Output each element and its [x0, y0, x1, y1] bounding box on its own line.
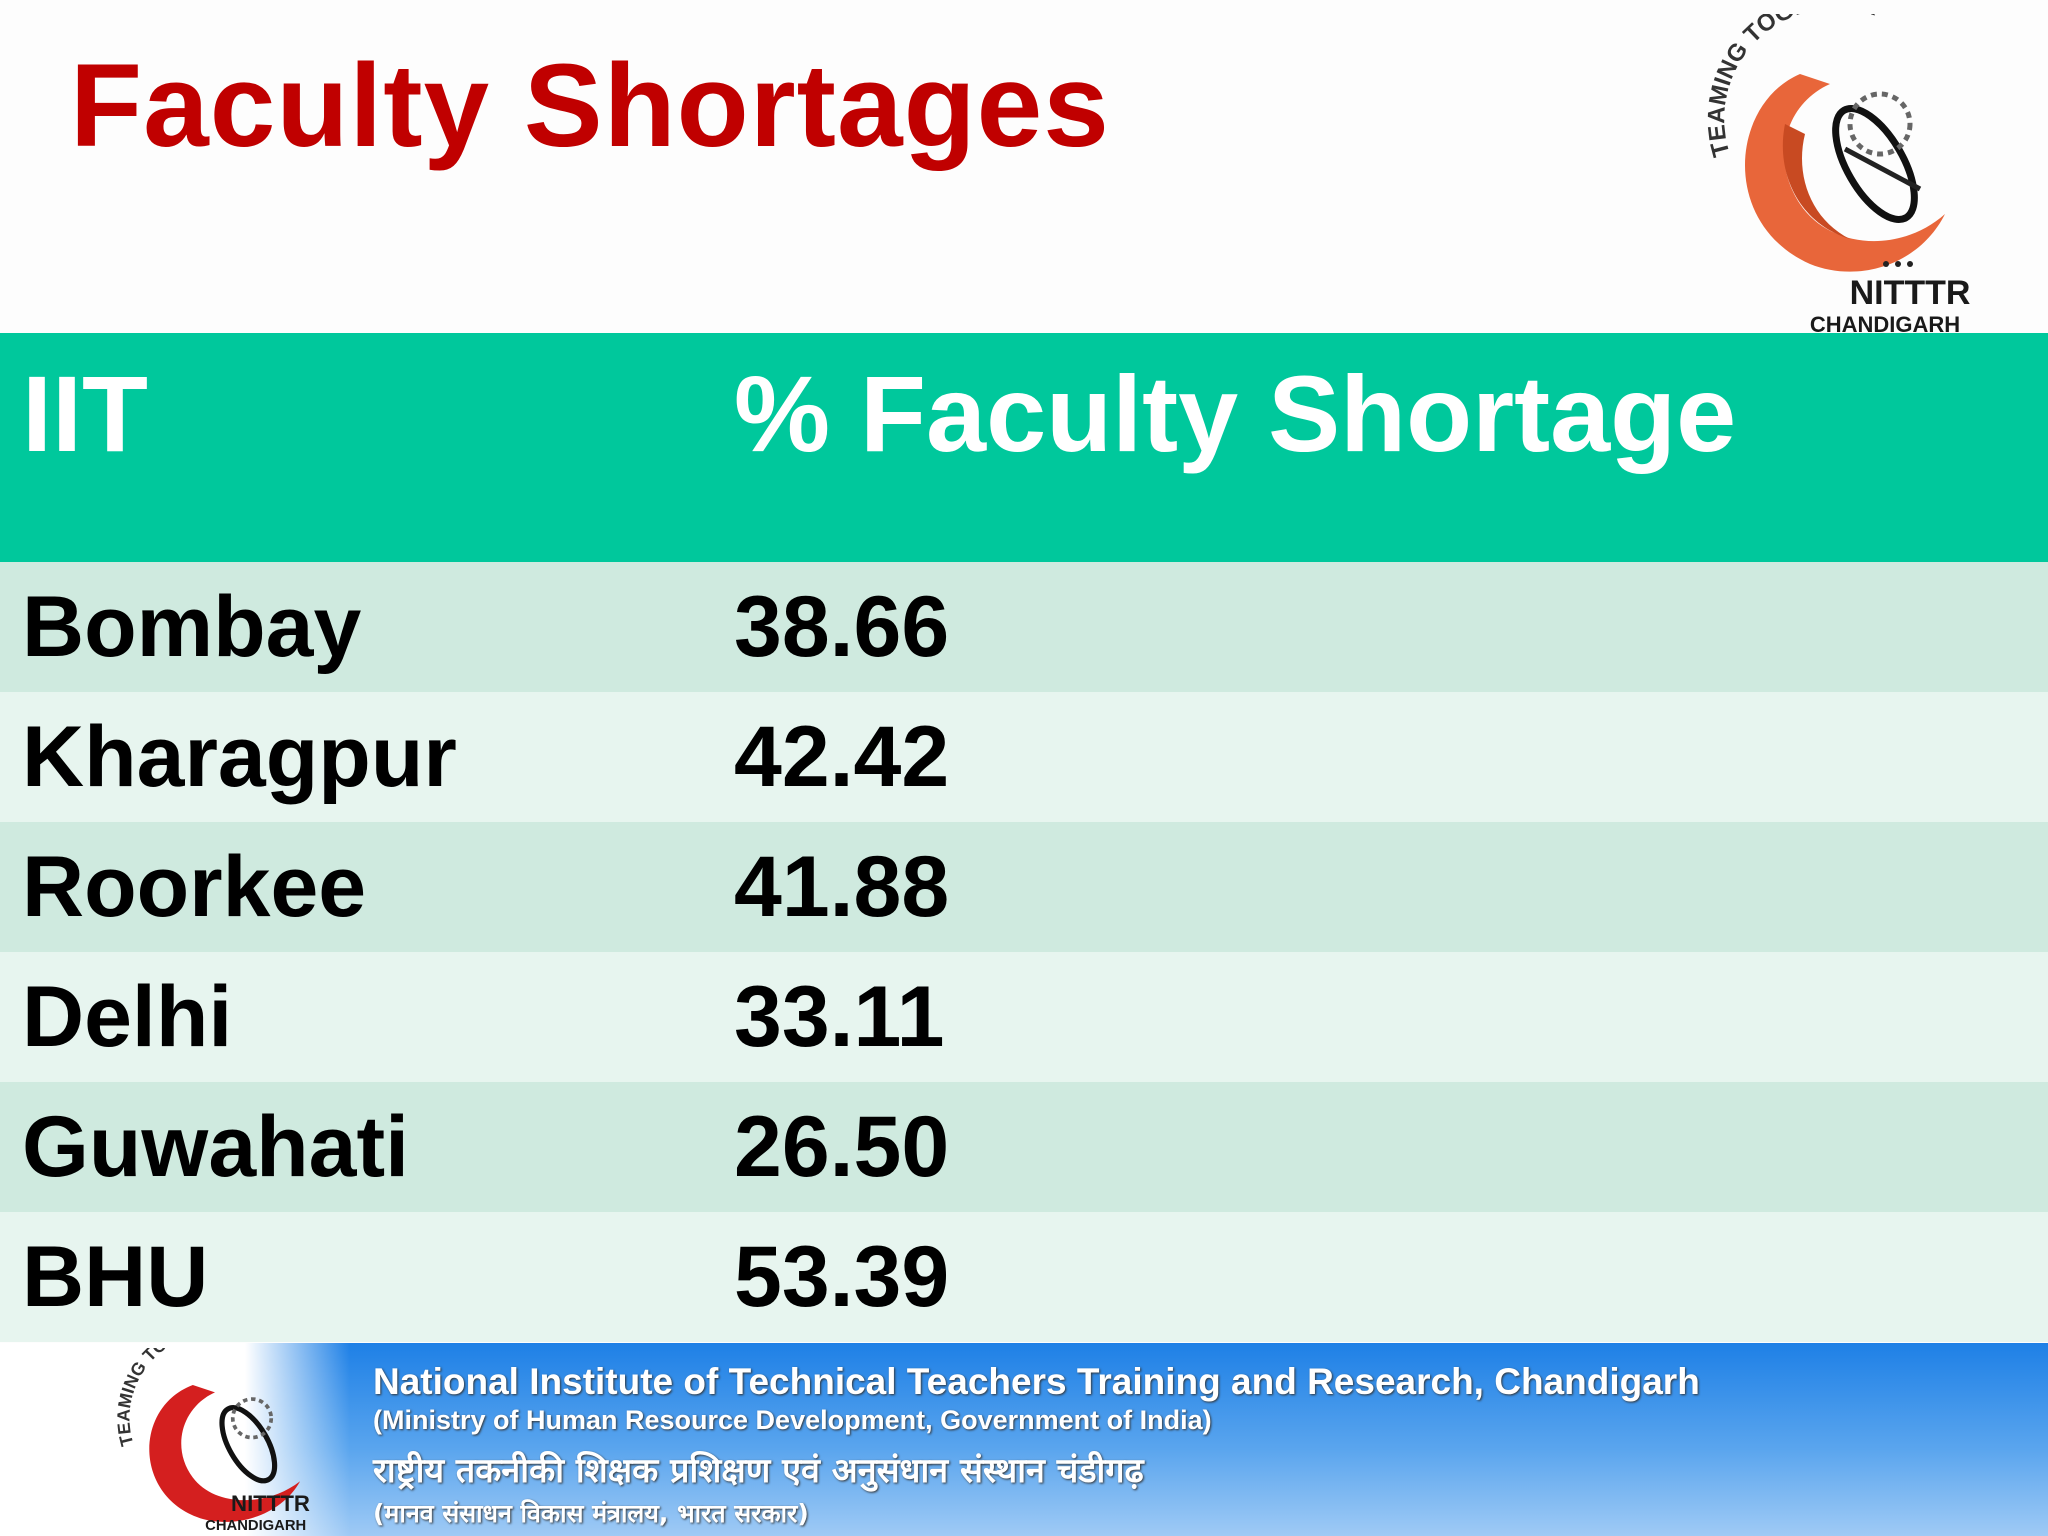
iit-name: Delhi — [22, 968, 233, 1065]
shortage-value: 53.39 — [734, 1228, 950, 1325]
header-percent-shortage: % Faculty Shortage — [734, 353, 1737, 474]
iit-name: Bombay — [22, 578, 362, 675]
footer-logo-city: CHANDIGARH — [205, 1518, 306, 1533]
table-row: Roorkee 41.88 — [0, 822, 2048, 952]
header-iit: IIT — [22, 353, 148, 474]
footer-text-block: National Institute of Technical Teachers… — [373, 1361, 1700, 1530]
logo-name: NITTTR — [1850, 274, 1970, 312]
iit-name: BHU — [22, 1228, 209, 1325]
ministry-name: (Ministry of Human Resource Development,… — [373, 1405, 1212, 1435]
institute-name-hindi: राष्ट्रीय तकनीकी शिक्षक प्रशिक्षण एवं अन… — [373, 1451, 1144, 1491]
footer-logo-name: NITTTR — [231, 1491, 310, 1516]
footer-nitttr-logo: TEAMING TOGETHER NITTTR CHANDIGARH — [113, 1348, 310, 1533]
iit-name: Roorkee — [22, 838, 367, 935]
ministry-name-hindi: (मानव संसाधन विकास मंत्रालय, भारत सरकार) — [373, 1499, 809, 1528]
shortage-value: 26.50 — [734, 1098, 950, 1195]
footer-banner: TEAMING TOGETHER NITTTR CHANDIGARH Natio… — [0, 1343, 2048, 1536]
shortage-value: 33.11 — [734, 968, 945, 1065]
shortage-value: 38.66 — [734, 578, 950, 675]
table-row: Delhi 33.11 — [0, 952, 2048, 1082]
faculty-shortage-table: IIT % Faculty Shortage Bombay 38.66 Khar… — [0, 333, 2048, 1342]
slide-title: Faculty Shortages — [70, 40, 1110, 172]
table-row: Kharagpur 42.42 — [0, 692, 2048, 822]
iit-name: Guwahati — [22, 1098, 410, 1195]
table-row: Guwahati 26.50 — [0, 1082, 2048, 1212]
shortage-value: 41.88 — [734, 838, 950, 935]
table-row: Bombay 38.66 — [0, 562, 2048, 692]
institute-name: National Institute of Technical Teachers… — [373, 1361, 1700, 1402]
logo-city: CHANDIGARH — [1810, 312, 1960, 334]
table-header-row: IIT % Faculty Shortage — [0, 333, 2048, 562]
shortage-value: 42.42 — [734, 708, 950, 805]
iit-name: Kharagpur — [22, 708, 457, 805]
table-row: BHU 53.39 — [0, 1212, 2048, 1342]
nitttr-logo: TEAMING TOGETHER NITTTR CHANDIGARH — [1703, 14, 1970, 334]
